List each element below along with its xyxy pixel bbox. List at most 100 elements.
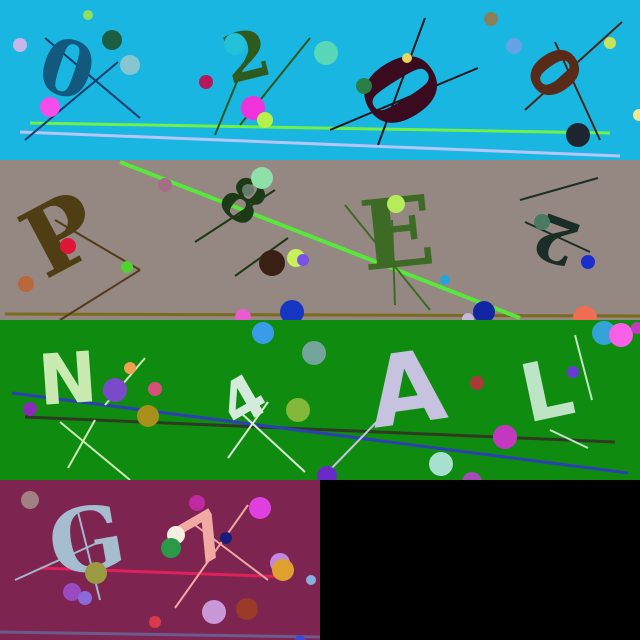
noise-line	[391, 219, 396, 306]
noise-dot	[302, 341, 326, 365]
noise-dot	[286, 398, 310, 422]
noise-line	[519, 177, 599, 201]
noise-dot	[470, 376, 484, 390]
noise-dot	[103, 378, 127, 402]
noise-dot	[13, 38, 27, 52]
noise-line	[119, 160, 521, 320]
noise-line	[24, 61, 119, 141]
noise-dot	[148, 382, 162, 396]
captcha-strip-1-canvas: 0 2 0 0	[0, 0, 640, 160]
noise-dot	[236, 598, 258, 620]
noise-dot	[257, 112, 273, 128]
noise-dot	[314, 41, 338, 65]
noise-dot	[235, 309, 251, 320]
noise-line	[524, 21, 623, 111]
noise-dot	[21, 491, 39, 509]
noise-dot	[158, 178, 172, 192]
noise-line	[324, 399, 399, 476]
noise-dot	[83, 10, 93, 20]
noise-dot	[387, 195, 405, 213]
noise-dot	[566, 123, 590, 147]
noise-dot	[604, 37, 616, 49]
noise-dot	[85, 562, 107, 584]
noise-dot	[493, 425, 517, 449]
noise-dot	[124, 362, 136, 374]
noise-dot	[137, 405, 159, 427]
noise-line	[39, 566, 291, 579]
captcha-strip-4: G 7	[0, 480, 320, 640]
noise-dot	[249, 497, 271, 519]
noise-dot	[506, 38, 522, 54]
noise-dot	[251, 167, 273, 189]
noise-dot	[429, 452, 453, 476]
captcha-strip-3: N 4 A L	[0, 320, 640, 480]
captcha-strip-3-canvas: N 4 A L	[0, 320, 640, 480]
noise-line	[344, 204, 431, 311]
noise-dot	[102, 30, 122, 50]
noise-dot	[259, 250, 285, 276]
noise-dot	[23, 402, 37, 416]
noise-dot	[63, 583, 81, 601]
captcha-strip-2: P 8 E 2	[0, 160, 640, 320]
noise-dot	[473, 301, 495, 320]
noise-line	[549, 429, 589, 449]
captcha-char-11: A	[362, 328, 453, 451]
noise-dot	[297, 254, 309, 266]
noise-line	[4, 312, 640, 318]
noise-line	[574, 334, 593, 401]
noise-dot	[199, 75, 213, 89]
noise-dot	[280, 300, 304, 320]
noise-dot	[631, 322, 640, 334]
noise-dot	[295, 635, 305, 640]
noise-dot	[60, 238, 76, 254]
noise-line	[59, 421, 131, 480]
noise-dot	[440, 275, 450, 285]
noise-line	[214, 49, 251, 136]
noise-dot	[567, 366, 579, 378]
noise-dot	[609, 323, 633, 347]
noise-dot	[161, 538, 181, 558]
noise-dot	[220, 532, 232, 544]
noise-dot	[241, 96, 265, 120]
noise-line	[59, 269, 141, 320]
noise-line	[44, 37, 141, 119]
noise-line	[0, 630, 320, 639]
noise-dot	[306, 575, 316, 585]
noise-line	[67, 419, 96, 469]
noise-line	[194, 189, 276, 243]
noise-dot	[402, 53, 412, 63]
noise-dot	[581, 255, 595, 269]
noise-line	[14, 537, 109, 581]
noise-line	[239, 411, 306, 473]
noise-line	[19, 130, 621, 158]
noise-dot	[121, 261, 133, 273]
noise-dot	[202, 600, 226, 624]
noise-line	[174, 504, 249, 609]
noise-dot	[189, 495, 205, 511]
noise-dot	[224, 33, 246, 55]
noise-dot	[40, 97, 60, 117]
noise-dot	[149, 616, 161, 628]
noise-dot	[573, 306, 597, 320]
captcha-char-9: N	[36, 336, 100, 422]
noise-line	[329, 67, 479, 131]
strip-1-background	[0, 0, 640, 160]
noise-dot	[18, 276, 34, 292]
noise-dot	[242, 184, 254, 196]
noise-dot	[272, 559, 294, 581]
captcha-strip-2-canvas: P 8 E 2	[0, 160, 640, 320]
captcha-strip-1: 0 2 0 0	[0, 0, 640, 160]
noise-line	[29, 121, 611, 135]
noise-line	[11, 391, 629, 475]
noise-line	[194, 524, 269, 581]
captcha-strip-4-canvas: G 7	[0, 480, 320, 640]
captcha-char-7: E	[355, 173, 440, 293]
noise-line	[227, 401, 269, 459]
noise-dot	[120, 55, 140, 75]
noise-dot	[317, 466, 337, 480]
noise-dot	[484, 12, 498, 26]
noise-dot	[633, 109, 640, 121]
noise-dot	[462, 472, 482, 480]
noise-dot	[462, 313, 474, 320]
noise-dot	[534, 214, 550, 230]
